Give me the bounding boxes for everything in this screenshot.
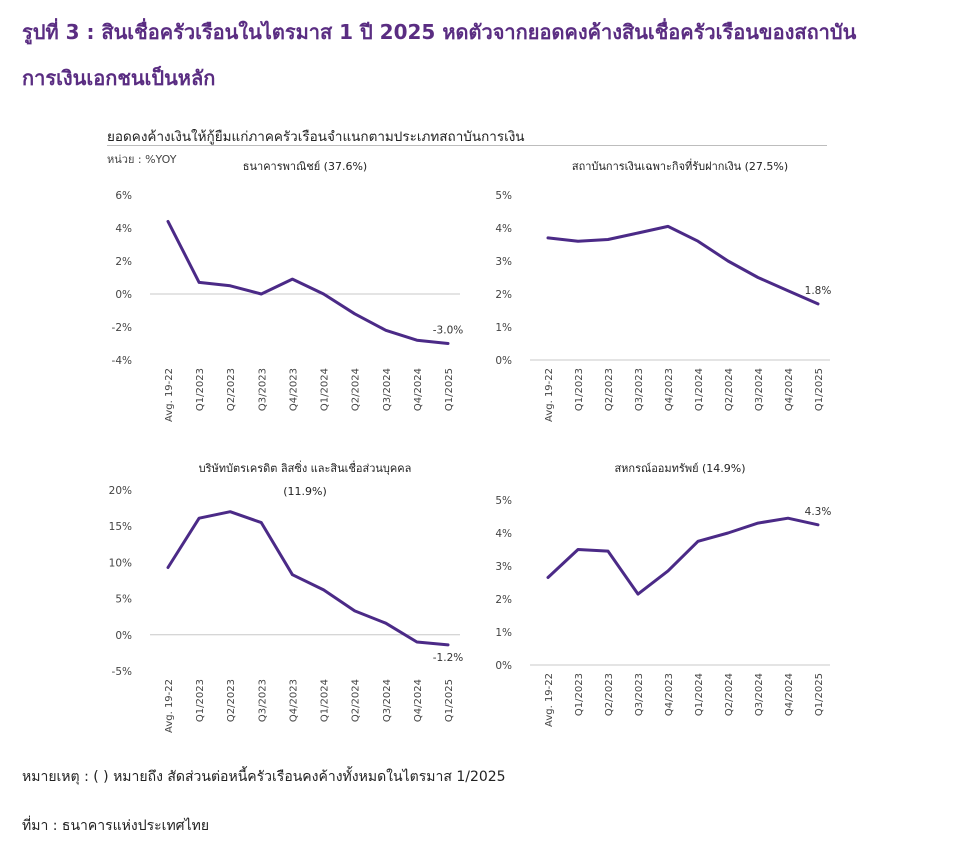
x-tick-label: Q2/2024 [351,679,362,722]
x-tick-label: Q1/2023 [195,679,206,722]
x-tick-label: Avg. 19-22 [544,368,555,422]
panel-title: สถาบันการเงินเฉพาะกิจที่รับฝากเงิน (27.5… [572,158,788,173]
figure-title-line-2: การเงินเอกชนเป็นหลัก [22,66,216,90]
x-tick-label: Avg. 19-22 [544,673,555,727]
source-note: ที่มา : ธนาคารแห่งประเทศไทย [22,818,210,834]
x-tick-label: Q3/2023 [257,368,268,411]
y-tick-label: 3% [495,561,512,573]
x-tick-label: Q1/2024 [694,673,705,716]
x-tick-label: Q1/2023 [195,368,206,411]
x-tick-label: Q3/2024 [754,673,765,716]
y-tick-label: 15% [109,521,132,533]
figure-title-line-1: รูปที่ 3 : สินเชื่อครัวเรือนในไตรมาส 1 ป… [22,20,857,44]
y-tick-label: 0% [115,289,132,301]
y-tick-label: 3% [495,256,512,268]
x-tick-label: Avg. 19-22 [164,368,175,422]
y-tick-label: 10% [109,557,132,569]
y-tick-label: 2% [495,594,512,606]
panel-title: ธนาคารพาณิชย์ (37.6%) [243,160,367,173]
series-line [546,224,820,306]
last-value-label: 1.8% [805,285,832,297]
chart-panel-specialized-institutions: สถาบันการเงินเฉพาะกิจที่รับฝากเงิน (27.5… [495,158,832,422]
series-line [166,219,450,345]
x-tick-label: Q1/2024 [320,679,331,722]
y-tick-label: 20% [109,485,132,497]
unit-label: หน่วย : %YOY [107,153,177,166]
x-tick-label: Q3/2024 [382,368,393,411]
y-tick-label: 2% [115,256,132,268]
x-tick-label: Q4/2024 [784,368,795,411]
y-tick-label: 2% [495,289,512,301]
series-line [546,516,820,596]
subtitle-divider [107,145,827,146]
x-tick-label: Q3/2023 [257,679,268,722]
series-line [166,510,450,647]
panel-title-share: (11.9%) [283,485,327,498]
y-tick-label: -2% [112,322,132,334]
footnote: หมายเหตุ : ( ) หมายถึง สัดส่วนต่อหนี้ครั… [22,769,506,785]
chart-panel-commercial-banks: ธนาคารพาณิชย์ (37.6%) 6% 4% 2% 0% -2% -4% Avg. … [112,160,464,422]
chart-panel-savings-cooperatives: สหกรณ์ออมทรัพย์ (14.9%) 5% 4% 3% 2% 1% 0% Avg. … [495,462,832,727]
y-tick-label: -5% [112,666,132,678]
x-tick-label: Q2/2024 [351,368,362,411]
x-tick-label: Q1/2025 [444,679,455,722]
y-tick-label: 5% [495,495,512,507]
y-tick-label: 5% [115,594,132,606]
x-tick-label: Q4/2023 [288,368,299,411]
y-tick-label: 6% [115,190,132,202]
last-value-label: 4.3% [805,506,832,518]
x-tick-label: Q1/2025 [814,368,825,411]
chart-panel-credit-card-leasing: บริษัทบัตรเครดิต ลิสซิ่ง และสินเชื่อส่วน… [109,460,464,733]
y-tick-label: 1% [495,627,512,639]
y-tick-label: 4% [495,223,512,235]
last-value-label: -3.0% [433,325,463,337]
y-tick-label: 0% [115,630,132,642]
x-tick-label: Q1/2025 [814,673,825,716]
x-tick-label: Q3/2024 [382,679,393,722]
y-tick-label: 0% [495,355,512,367]
panel-title: สหกรณ์ออมทรัพย์ (14.9%) [614,462,745,475]
x-tick-label: Q1/2024 [320,368,331,411]
x-tick-label: Q2/2023 [604,673,615,716]
x-tick-label: Q1/2025 [444,368,455,411]
last-value-label: -1.2% [433,652,463,664]
x-tick-label: Q4/2023 [664,673,675,716]
x-tick-label: Q4/2024 [413,679,424,722]
x-tick-label: Q4/2024 [413,368,424,411]
x-tick-label: Q2/2024 [724,673,735,716]
x-tick-label: Q2/2023 [604,368,615,411]
x-tick-label: Q2/2023 [226,679,237,722]
y-tick-label: -4% [112,355,132,367]
y-tick-label: 5% [495,190,512,202]
x-tick-label: Q4/2024 [784,673,795,716]
panel-title: บริษัทบัตรเครดิต ลิสซิ่ง และสินเชื่อส่วน… [199,460,412,475]
x-tick-label: Q4/2023 [288,679,299,722]
x-tick-label: Q2/2024 [724,368,735,411]
y-tick-label: 1% [495,322,512,334]
x-tick-label: Q3/2023 [634,368,645,411]
y-tick-label: 4% [115,223,132,235]
y-tick-label: 4% [495,528,512,540]
x-tick-label: Avg. 19-22 [164,679,175,733]
x-tick-label: Q1/2024 [694,368,705,411]
chart-subtitle: ยอดคงค้างเงินให้กู้ยืมแก่ภาคครัวเรือนจำแ… [107,129,525,145]
x-tick-label: Q4/2023 [664,368,675,411]
x-tick-label: Q3/2023 [634,673,645,716]
y-tick-label: 0% [495,660,512,672]
x-tick-label: Q3/2024 [754,368,765,411]
x-tick-label: Q2/2023 [226,368,237,411]
x-tick-label: Q1/2023 [574,368,585,411]
x-tick-label: Q1/2023 [574,673,585,716]
